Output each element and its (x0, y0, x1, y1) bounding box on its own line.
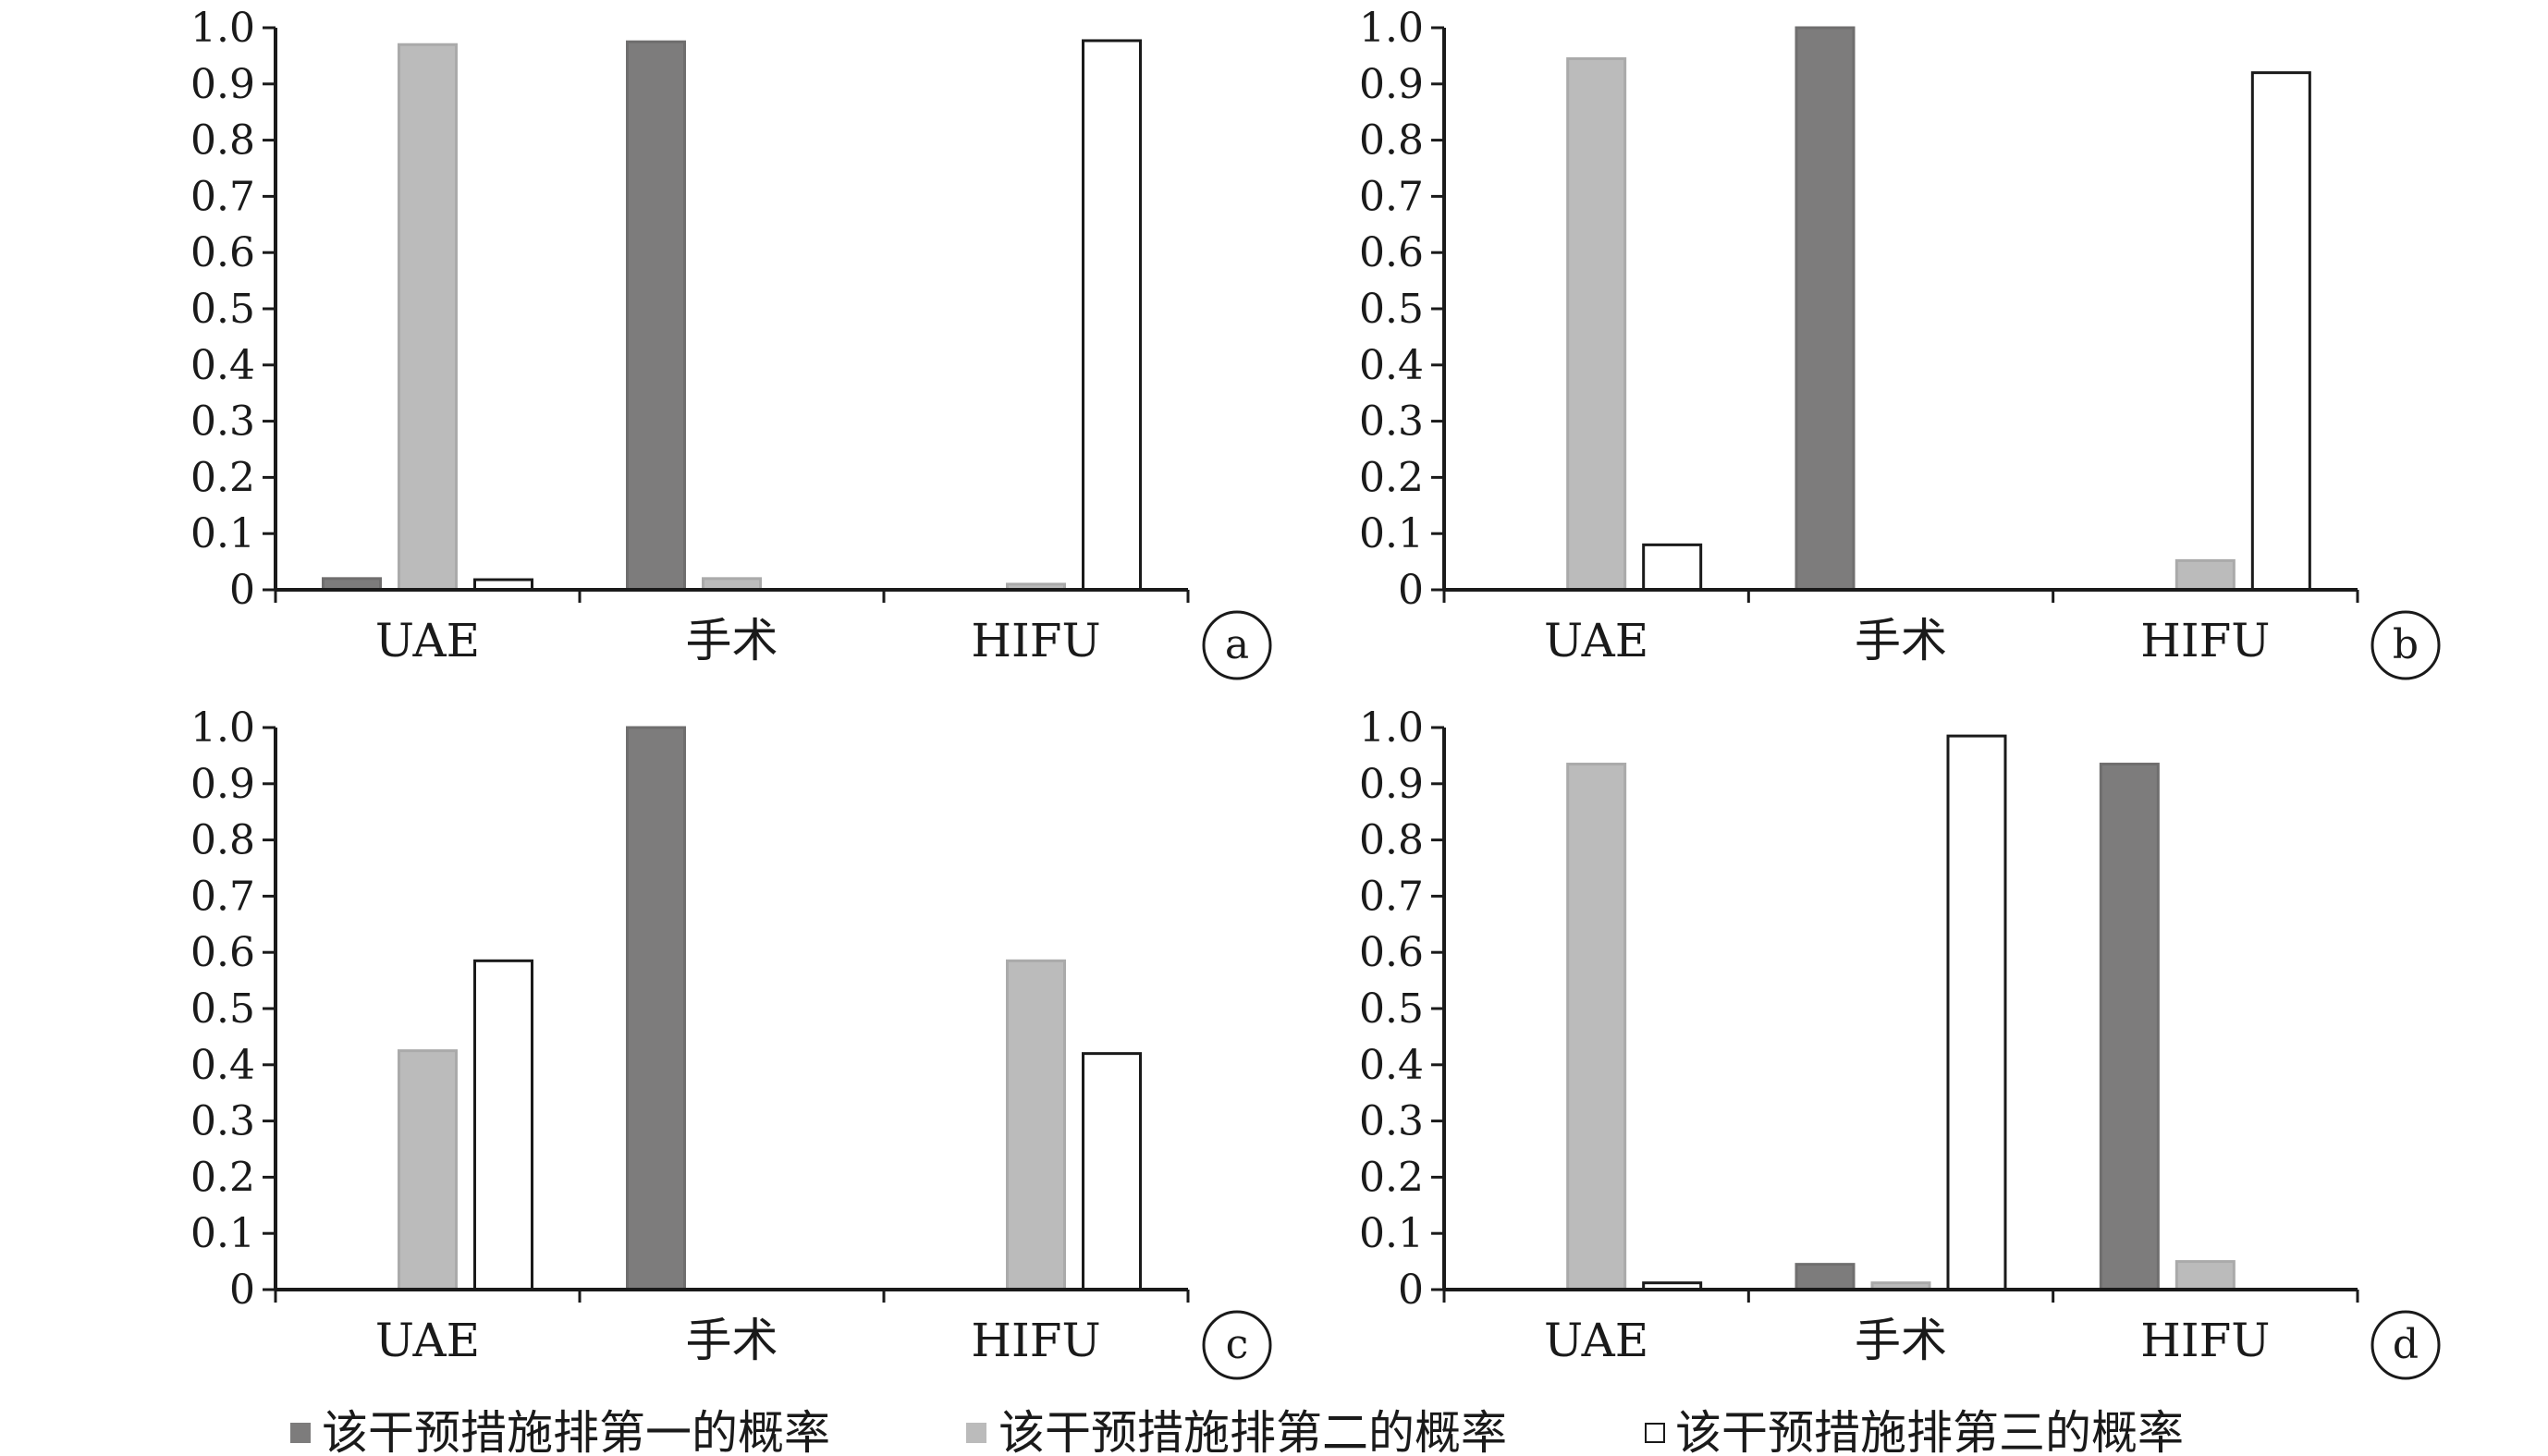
x-tick-label: 手术 (1855, 614, 1947, 667)
x-tick-label: 手术 (686, 1314, 778, 1367)
bar-second (2174, 558, 2236, 592)
y-tick-label: 1.0 (190, 5, 255, 52)
bar-first (626, 40, 686, 592)
y-tick-label: 0.1 (190, 510, 255, 557)
bar-third (1082, 1052, 1142, 1291)
y-tick-label: 0 (1398, 567, 1424, 614)
y-tick-label: 0.1 (1359, 1210, 1424, 1257)
chart-panel-a: 0 0.1 0.2 0.3 0.4 0.5 0.6 0.7 0.8 0.9 1.0 UAE 手术 HIFU… (190, 5, 1272, 680)
legend-item-first: 该干预措施排第一的概率 (290, 1406, 830, 1456)
y-tick-label: 0.9 (190, 761, 255, 808)
y-tick-label: 0.8 (1359, 817, 1424, 864)
bar-third (1642, 543, 1703, 592)
panel-label-circle (2370, 610, 2441, 680)
bar-third (1082, 39, 1142, 592)
y-tick-label: 0.8 (190, 817, 255, 864)
panel-label: c (1226, 1321, 1249, 1368)
y-tick-label: 0.4 (190, 342, 255, 389)
x-tick-label: HIFU (2140, 614, 2270, 667)
bar-second (1006, 959, 1066, 1291)
bar-third (473, 959, 533, 1291)
y-tick-label: 0.4 (190, 1042, 255, 1089)
x-tick-label: UAE (375, 614, 480, 667)
bar-first (626, 726, 686, 1291)
x-tick-label: HIFU (2140, 1314, 2270, 1367)
legend-item-third: 该干预措施排第三的概率 (1645, 1406, 2184, 1456)
legend-label: 该干预措施排第一的概率 (322, 1406, 830, 1456)
panel-label: d (2393, 1321, 2419, 1368)
x-tick-label: HIFU (971, 1314, 1100, 1367)
y-tick-label: 0.5 (190, 286, 255, 333)
chart-panel-b: 0 0.1 0.2 0.3 0.4 0.5 0.6 0.7 0.8 0.9 1.0 UAE 手术 HIFU… (1359, 5, 2441, 680)
panel-label-circle (1202, 1310, 1272, 1380)
y-tick-label: 0.3 (190, 1098, 255, 1145)
bar-first (2099, 763, 2160, 1291)
legend-label: 该干预措施排第二的概率 (998, 1406, 1507, 1456)
y-tick-label: 0.6 (1359, 929, 1424, 976)
y-tick-label: 0.2 (190, 1154, 255, 1201)
panel-label: a (1225, 621, 1249, 668)
y-tick-label: 0.9 (1359, 61, 1424, 108)
y-tick-label: 0.2 (1359, 454, 1424, 501)
bar-second (1566, 763, 1627, 1291)
bar-second (2174, 1260, 2236, 1291)
y-tick-label: 0.2 (190, 454, 255, 501)
y-tick-label: 0 (1398, 1266, 1424, 1314)
legend-item-second: 该干预措施排第二的概率 (966, 1406, 1507, 1456)
y-tick-label: 0.7 (190, 873, 255, 920)
y-tick-label: 0.5 (1359, 985, 1424, 1033)
y-tick-label: 0.6 (190, 929, 255, 976)
y-tick-label: 0.4 (1359, 1042, 1424, 1089)
x-tick-label: HIFU (971, 614, 1100, 667)
y-tick-label: 1.0 (190, 704, 255, 752)
y-tick-label: 0.6 (190, 229, 255, 276)
y-tick-label: 0.1 (1359, 510, 1424, 557)
bar-second (398, 1049, 458, 1291)
bar-second (398, 43, 458, 592)
y-tick-label: 0.2 (1359, 1154, 1424, 1201)
y-tick-label: 0.3 (190, 398, 255, 446)
y-tick-label: 0.8 (1359, 117, 1424, 165)
panel-label-circle (2370, 1310, 2441, 1380)
chart-panel-d: 0 0.1 0.2 0.3 0.4 0.5 0.6 0.7 0.8 0.9 1.0 UAE 手术 HIFU… (1359, 704, 2441, 1380)
bar-second (1566, 56, 1627, 592)
y-tick-label: 0.4 (1359, 342, 1424, 389)
y-tick-label: 0.3 (1359, 398, 1424, 446)
x-tick-label: 手术 (686, 614, 778, 667)
panel-label-circle (1202, 610, 1272, 680)
y-tick-label: 0.3 (1359, 1098, 1424, 1145)
x-tick-label: UAE (1544, 614, 1648, 667)
bar-third (1946, 734, 2007, 1291)
legend-label: 该干预措施排第三的概率 (1675, 1406, 2184, 1456)
y-tick-label: 0.1 (190, 1210, 255, 1257)
bar-third (2250, 71, 2311, 592)
x-tick-label: UAE (375, 1314, 480, 1367)
legend-swatch (1645, 1423, 1665, 1443)
legend: 该干预措施排第一的概率 该干预措施排第二的概率 该干预措施排第三的概率 (290, 1406, 2184, 1456)
y-tick-label: 1.0 (1359, 5, 1424, 52)
chart-panel-c: 0 0.1 0.2 0.3 0.4 0.5 0.6 0.7 0.8 0.9 1.0 UAE 手术 HIFU… (190, 704, 1272, 1380)
y-tick-label: 0 (229, 567, 255, 614)
y-tick-label: 0.7 (1359, 173, 1424, 220)
x-tick-label: 手术 (1855, 1314, 1947, 1367)
y-tick-label: 0.5 (1359, 286, 1424, 333)
y-tick-label: 0.5 (190, 985, 255, 1033)
legend-swatch (290, 1423, 311, 1443)
x-tick-label: UAE (1544, 1314, 1648, 1367)
y-tick-label: 1.0 (1359, 704, 1424, 752)
y-tick-label: 0.7 (1359, 873, 1424, 920)
y-tick-label: 0 (229, 1266, 255, 1314)
panel-label: b (2393, 621, 2419, 668)
legend-swatch (966, 1423, 986, 1443)
y-tick-label: 0.7 (190, 173, 255, 220)
y-tick-label: 0.9 (190, 61, 255, 108)
y-tick-label: 0.6 (1359, 229, 1424, 276)
y-tick-label: 0.8 (190, 117, 255, 165)
y-tick-label: 0.9 (1359, 761, 1424, 808)
bar-first (1795, 26, 1856, 592)
bar-first (1795, 1263, 1856, 1291)
